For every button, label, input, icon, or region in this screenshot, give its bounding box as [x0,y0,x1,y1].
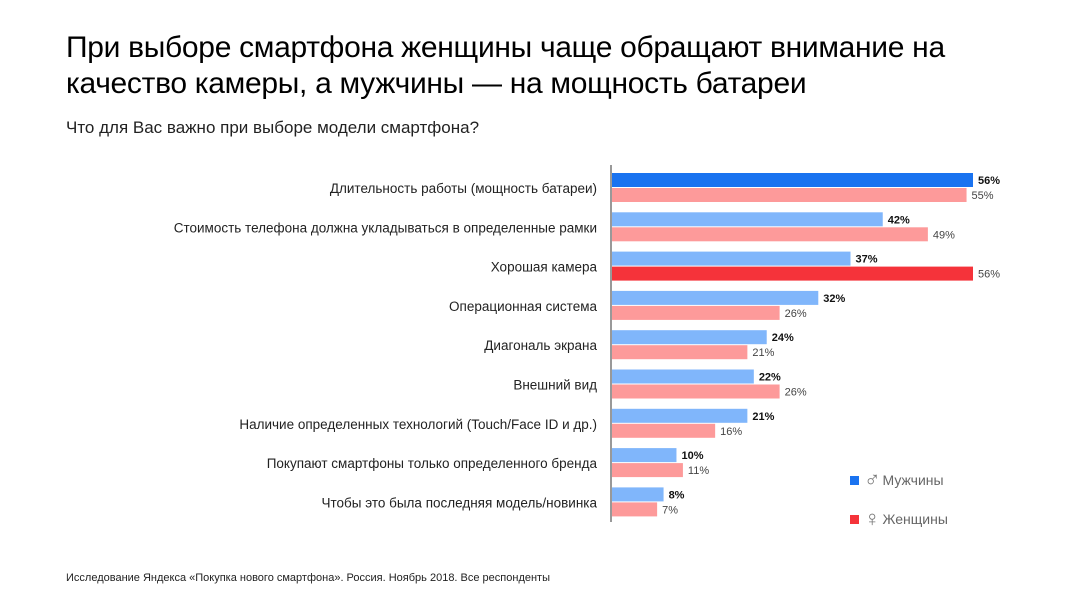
legend-swatch-women [850,514,859,524]
source-footnote: Исследование Яндекса «Покупка нового сма… [66,572,550,584]
female-symbol-icon: ♀ [864,506,881,531]
data-label-men: 10% [681,450,703,462]
data-label-men: 24% [772,332,794,344]
bar-women [612,266,973,281]
category-label: Операционная система [449,299,597,314]
bar-women [612,384,780,399]
data-label-men: 8% [669,489,685,501]
bar-men [612,448,677,463]
legend-item-men: ♂ Мужчины [850,467,944,492]
category-label: Покупают смартфоны только определенного … [267,456,598,471]
data-label-women: 11% [688,465,709,477]
bar-men [612,330,767,345]
data-label-women: 21% [752,347,774,359]
data-label-women: 49% [933,229,955,241]
male-symbol-icon: ♂ [864,467,881,492]
data-label-men: 32% [823,293,845,305]
data-label-women: 55% [972,190,994,202]
data-label-women: 56% [978,269,1000,281]
data-label-women: 26% [785,387,807,399]
chart-subtitle: Что для Вас важно при выборе модели смар… [66,118,480,137]
legend-label-men: Мужчины [882,472,944,488]
data-label-men: 21% [752,411,774,423]
bar-women [612,305,780,320]
bar-men [612,251,851,266]
category-label: Длительность работы (мощность батареи) [330,181,597,196]
chart-title: При выборе смартфона женщины чаще обраща… [66,31,945,100]
category-label: Хорошая камера [491,260,598,275]
bar-women [612,423,716,438]
data-label-men: 42% [888,214,910,226]
bar-men [612,369,754,384]
bar-men [612,408,748,423]
bar-men [612,173,973,187]
category-label: Наличие определенных технологий (Touch/F… [239,417,597,432]
data-label-women: 7% [662,504,678,516]
category-label: Чтобы это была последняя модель/новинка [322,495,598,510]
bar-men [612,290,819,305]
category-label: Внешний вид [513,378,597,393]
data-label-women: 16% [720,426,742,438]
legend-swatch-men [850,475,859,485]
legend-item-women: ♀ Женщины [850,506,948,531]
legend-label-women: Женщины [882,511,948,527]
bar-women [612,227,928,242]
bar-men [612,487,664,502]
bar-women [612,502,658,517]
bar-men [612,212,883,227]
category-label: Диагональ экрана [484,338,597,353]
data-label-men: 22% [759,372,781,384]
bar-women [612,463,683,478]
data-label-men: 37% [856,254,878,266]
bar-women [612,345,748,360]
category-label: Стоимость телефона должна укладываться в… [174,220,597,235]
data-label-women: 26% [785,308,807,320]
data-label-men: 56% [978,175,1000,187]
bar-women [612,188,967,202]
